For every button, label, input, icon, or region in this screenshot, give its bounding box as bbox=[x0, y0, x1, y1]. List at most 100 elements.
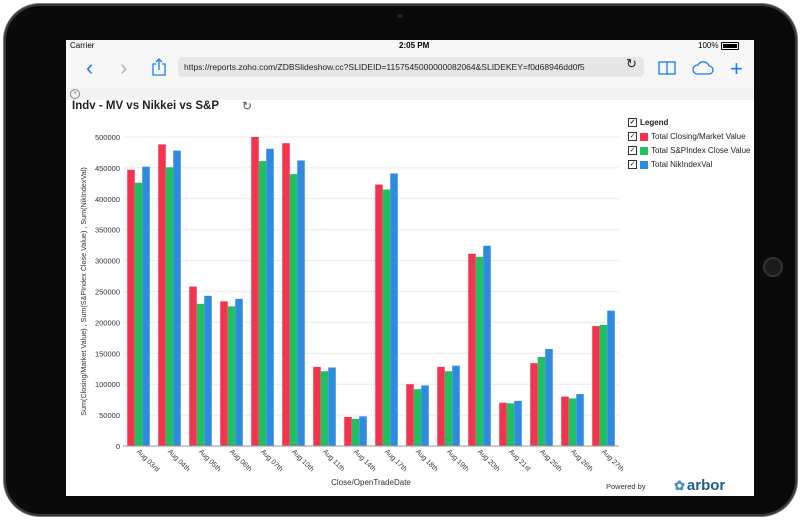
legend-checkbox[interactable]: ✓ bbox=[628, 132, 637, 142]
bar-total-s-pindex-close-value-7[interactable] bbox=[351, 418, 360, 446]
report-title: Indv - MV vs Nikkei vs S&P bbox=[72, 100, 220, 112]
bar-total-s-pindex-close-value-2[interactable] bbox=[196, 303, 205, 446]
bar-total-closing-market-value-11[interactable] bbox=[468, 253, 476, 446]
bar-total-nikindexval-0[interactable] bbox=[142, 166, 150, 446]
bar-total-nikindexval-4[interactable] bbox=[266, 148, 274, 446]
y-tick-label: 350000 bbox=[95, 226, 120, 235]
legend-swatch bbox=[640, 132, 648, 141]
bar-total-closing-market-value-8[interactable] bbox=[375, 184, 383, 446]
bar-total-nikindexval-14[interactable] bbox=[576, 394, 584, 446]
carrier-label: Carrier bbox=[70, 41, 95, 50]
bar-total-s-pindex-close-value-3[interactable] bbox=[227, 306, 236, 446]
y-tick-label: 100000 bbox=[95, 380, 120, 389]
legend-item-closing[interactable]: ✓ Total Closing/Market Value bbox=[628, 132, 750, 146]
bar-total-closing-market-value-13[interactable] bbox=[530, 363, 538, 446]
bar-total-closing-market-value-14[interactable] bbox=[561, 396, 569, 446]
close-icon[interactable]: × bbox=[70, 89, 80, 99]
bar-total-s-pindex-close-value-0[interactable] bbox=[134, 182, 143, 446]
y-tick-label: 150000 bbox=[95, 349, 120, 358]
bar-total-s-pindex-close-value-13[interactable] bbox=[537, 357, 546, 446]
bar-total-closing-market-value-3[interactable] bbox=[220, 301, 228, 446]
bar-total-s-pindex-close-value-12[interactable] bbox=[506, 403, 515, 446]
x-tick-label: Aug 05th bbox=[197, 448, 222, 473]
clock: 2:05 PM bbox=[399, 41, 430, 50]
bar-total-nikindexval-1[interactable] bbox=[173, 150, 181, 446]
camera bbox=[397, 14, 403, 18]
y-axis-label: Sum(Closing/Market Value) , Sum(S&PIndex… bbox=[79, 167, 88, 415]
y-tick-label: 50000 bbox=[99, 411, 120, 420]
bar-total-closing-market-value-6[interactable] bbox=[313, 366, 321, 446]
bar-total-nikindexval-6[interactable] bbox=[328, 367, 336, 446]
bar-total-closing-market-value-10[interactable] bbox=[437, 366, 445, 446]
x-tick-label: Aug 06th bbox=[228, 448, 253, 473]
screen: Carrier 2:05 PM 100% ‹ › https://reports… bbox=[66, 40, 754, 496]
tablet-frame: Carrier 2:05 PM 100% ‹ › https://reports… bbox=[4, 4, 797, 516]
bar-total-s-pindex-close-value-6[interactable] bbox=[320, 371, 329, 446]
bar-total-nikindexval-9[interactable] bbox=[421, 385, 429, 446]
bar-total-nikindexval-5[interactable] bbox=[297, 160, 305, 446]
bookmarks-icon[interactable] bbox=[658, 61, 676, 75]
x-tick-label: Aug 18th bbox=[414, 448, 439, 473]
legend-item-nikkei[interactable]: ✓ Total NikIndexVal bbox=[628, 160, 750, 174]
bar-total-closing-market-value-4[interactable] bbox=[251, 137, 259, 446]
legend-checkbox[interactable]: ✓ bbox=[628, 146, 637, 156]
back-icon[interactable]: ‹ bbox=[86, 55, 94, 80]
bar-total-s-pindex-close-value-11[interactable] bbox=[475, 256, 484, 446]
home-button[interactable] bbox=[763, 257, 783, 277]
y-tick-label: 250000 bbox=[95, 288, 120, 297]
x-tick-label: Aug 14th bbox=[352, 448, 377, 473]
bar-total-closing-market-value-9[interactable] bbox=[406, 384, 414, 446]
leaf-icon: ✿ bbox=[674, 478, 685, 493]
bar-total-closing-market-value-7[interactable] bbox=[344, 416, 352, 446]
url-field[interactable]: https://reports.zoho.com/ZDBSlideshow.cc… bbox=[178, 57, 644, 77]
bar-total-closing-market-value-12[interactable] bbox=[499, 402, 507, 446]
reload-icon[interactable]: ↻ bbox=[626, 56, 637, 71]
x-tick-label: Aug 21st bbox=[507, 448, 532, 473]
slideshow-bar: × bbox=[66, 88, 754, 100]
bar-total-nikindexval-7[interactable] bbox=[359, 416, 367, 446]
y-tick-label: 400000 bbox=[95, 195, 120, 204]
x-tick-label: Aug 17th bbox=[383, 448, 408, 473]
legend-checkbox[interactable]: ✓ bbox=[628, 160, 637, 170]
bar-total-s-pindex-close-value-14[interactable] bbox=[568, 398, 577, 446]
bar-total-s-pindex-close-value-1[interactable] bbox=[165, 167, 174, 447]
bar-total-nikindexval-13[interactable] bbox=[545, 348, 553, 446]
bar-total-nikindexval-15[interactable] bbox=[607, 310, 615, 446]
y-tick-label: 0 bbox=[116, 442, 120, 451]
legend-checkbox[interactable]: ✓ bbox=[628, 118, 637, 128]
bar-total-s-pindex-close-value-10[interactable] bbox=[444, 371, 453, 446]
legend-swatch bbox=[640, 146, 648, 155]
refresh-icon[interactable]: ↻ bbox=[242, 99, 253, 113]
x-tick-label: Aug 25th bbox=[538, 448, 563, 473]
y-tick-label: 200000 bbox=[95, 318, 120, 327]
new-tab-icon[interactable]: + bbox=[730, 56, 743, 81]
bar-total-nikindexval-2[interactable] bbox=[204, 295, 212, 446]
bar-total-s-pindex-close-value-4[interactable] bbox=[258, 161, 267, 446]
share-icon[interactable] bbox=[152, 58, 166, 76]
bar-total-s-pindex-close-value-9[interactable] bbox=[413, 389, 422, 446]
bar-total-nikindexval-8[interactable] bbox=[390, 173, 398, 446]
bar-total-s-pindex-close-value-5[interactable] bbox=[289, 174, 298, 446]
legend-item-sp[interactable]: ✓ Total S&PIndex Close Value bbox=[628, 146, 750, 160]
bar-total-closing-market-value-0[interactable] bbox=[127, 169, 135, 446]
legend-header[interactable]: ✓ Legend bbox=[628, 118, 750, 132]
x-tick-label: Aug 07th bbox=[259, 448, 284, 473]
forward-icon[interactable]: › bbox=[120, 55, 128, 80]
status-bar: Carrier 2:05 PM 100% bbox=[66, 40, 754, 52]
bar-total-nikindexval-11[interactable] bbox=[483, 245, 491, 446]
bar-total-closing-market-value-1[interactable] bbox=[158, 144, 166, 446]
bar-total-closing-market-value-5[interactable] bbox=[282, 143, 290, 446]
bar-total-s-pindex-close-value-15[interactable] bbox=[599, 324, 608, 446]
bar-total-closing-market-value-15[interactable] bbox=[592, 326, 600, 446]
bar-total-nikindexval-10[interactable] bbox=[452, 365, 460, 446]
chart-bars bbox=[127, 137, 615, 447]
bar-total-closing-market-value-2[interactable] bbox=[189, 286, 197, 446]
arbor-logo: ✿ arbor bbox=[674, 477, 725, 494]
logo-text: arbor bbox=[686, 477, 726, 494]
bar-total-s-pindex-close-value-8[interactable] bbox=[382, 189, 391, 446]
battery-icon bbox=[721, 42, 739, 50]
bar-total-nikindexval-12[interactable] bbox=[514, 400, 522, 446]
bar-total-nikindexval-3[interactable] bbox=[235, 298, 243, 446]
cloud-icon[interactable] bbox=[692, 60, 714, 76]
legend-label: Total S&PIndex Close Value bbox=[651, 146, 751, 155]
